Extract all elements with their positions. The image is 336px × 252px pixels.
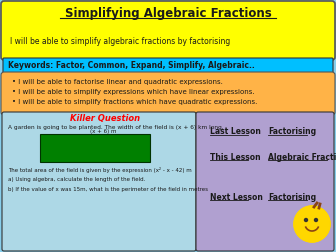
Text: I will be able to simplify algebraic fractions by factorising: I will be able to simplify algebraic fra… xyxy=(10,38,230,47)
Text: b) If the value of x was 15m, what is the perimeter of the field in metres: b) If the value of x was 15m, what is th… xyxy=(8,186,208,192)
Bar xyxy=(40,134,150,162)
Text: Last Lesson: Last Lesson xyxy=(210,128,261,137)
Text: Algebraic Fractions: Algebraic Fractions xyxy=(268,152,336,162)
Text: Keywords: Factor, Common, Expand, Simplify, Algebraic..: Keywords: Factor, Common, Expand, Simpli… xyxy=(8,61,255,70)
Text: • I will be able to simplify fractions which have quadratic expressions.: • I will be able to simplify fractions w… xyxy=(12,99,257,105)
FancyBboxPatch shape xyxy=(2,112,196,251)
Text: • I will be able to factorise linear and quadratic expressions.: • I will be able to factorise linear and… xyxy=(12,79,223,85)
Text: a) Using algebra, calculate the length of the field.: a) Using algebra, calculate the length o… xyxy=(8,176,145,181)
Text: Next Lesson: Next Lesson xyxy=(210,193,263,202)
Text: This Lesson: This Lesson xyxy=(210,152,261,162)
Text: (x + 6) m: (x + 6) m xyxy=(90,130,117,135)
FancyBboxPatch shape xyxy=(3,58,333,73)
Circle shape xyxy=(314,218,318,222)
Circle shape xyxy=(304,218,307,222)
Text: • I will be able to simplify expressions which have linear expressions.: • I will be able to simplify expressions… xyxy=(12,89,255,95)
Circle shape xyxy=(294,206,330,242)
Text: A garden is going to be planted. The width of the field is (x + 6) km long.: A garden is going to be planted. The wid… xyxy=(8,124,224,130)
Text: Killer Question: Killer Question xyxy=(70,114,140,123)
FancyBboxPatch shape xyxy=(1,72,335,115)
Text: Factorising: Factorising xyxy=(268,128,316,137)
Text: The total area of the field is given by the expression (x² - x - 42) m: The total area of the field is given by … xyxy=(8,167,192,173)
FancyBboxPatch shape xyxy=(196,112,334,251)
FancyBboxPatch shape xyxy=(1,1,335,60)
Text: Factorising: Factorising xyxy=(268,193,316,202)
Circle shape xyxy=(294,206,330,242)
Text: Simplifying Algebraic Fractions: Simplifying Algebraic Fractions xyxy=(65,8,271,20)
